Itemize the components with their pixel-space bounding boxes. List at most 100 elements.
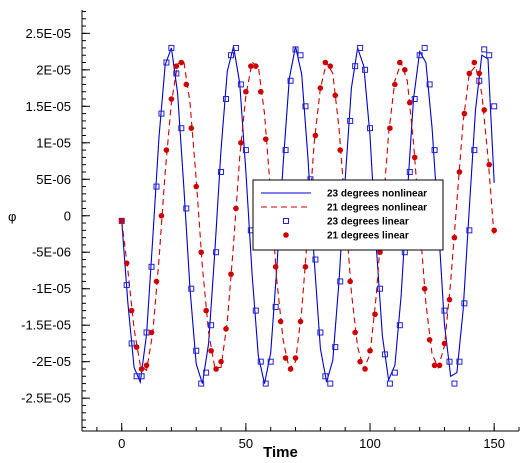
data-point [198, 249, 204, 256]
x-tick-label: 150 [483, 436, 505, 451]
legend-label: 21 degrees nonlinear [327, 203, 427, 214]
data-point [282, 147, 289, 154]
data-point [287, 77, 294, 84]
data-point [248, 63, 254, 69]
data-point [272, 264, 279, 270]
data-point [426, 336, 433, 343]
data-point [397, 59, 403, 66]
data-point [327, 63, 334, 69]
data-point [253, 63, 259, 69]
y-tick-label: -2E-05 [32, 354, 71, 369]
legend-box [252, 179, 444, 251]
data-point [237, 81, 244, 88]
data-point [198, 380, 205, 387]
series-3 [118, 44, 498, 387]
data-point [218, 168, 225, 175]
legend-entry: 21 degrees linear [283, 231, 409, 242]
data-point [297, 318, 304, 325]
data-point [456, 358, 463, 365]
data-point [377, 249, 383, 256]
data-point [282, 355, 289, 361]
data-point [228, 271, 234, 277]
data-point [401, 67, 408, 73]
data-point [203, 369, 210, 376]
data-point [257, 88, 264, 95]
data-point [168, 44, 175, 51]
y-tick-label: 1E-05 [36, 135, 71, 150]
legend-entry: 23 degrees linear [283, 217, 409, 228]
data-point [183, 81, 190, 88]
data-point [337, 278, 344, 285]
legend-label: 21 degrees linear [327, 231, 409, 242]
y-tick-label: -5E-06 [32, 245, 71, 260]
data-point [446, 296, 453, 303]
data-point [143, 362, 150, 369]
data-point [396, 322, 403, 329]
y-tick-label: 2.5E-05 [25, 26, 71, 41]
y-axis-title: φ [8, 209, 16, 224]
series-line [121, 46, 495, 385]
data-point [416, 52, 423, 59]
x-tick-label: 0 [118, 436, 125, 451]
data-point [292, 355, 299, 361]
data-point [153, 278, 160, 285]
data-point [262, 136, 269, 142]
data-point [322, 59, 329, 66]
data-point [223, 96, 230, 103]
data-point [232, 44, 239, 51]
data-point [471, 59, 478, 66]
data-point [426, 81, 433, 88]
data-point [471, 147, 478, 154]
data-point [277, 318, 284, 325]
data-point [406, 168, 413, 175]
data-point [178, 59, 185, 66]
data-point [188, 125, 195, 132]
data-point [118, 218, 125, 224]
data-point [367, 347, 373, 354]
data-point [163, 59, 170, 66]
data-point [461, 110, 468, 117]
data-point [267, 358, 274, 365]
data-point [302, 103, 309, 110]
data-point [238, 139, 244, 146]
y-tick-label: -1E-05 [32, 281, 71, 296]
series-1 [121, 46, 495, 385]
data-point [128, 307, 135, 314]
y-tick-label: 2E-05 [36, 62, 71, 77]
y-tick-label: 5E-06 [36, 172, 71, 187]
data-point [486, 161, 493, 168]
data-point [317, 329, 324, 336]
data-point [242, 147, 249, 154]
legend: 23 degrees nonlinear 21 degrees nonlinear… [252, 179, 444, 251]
legend-label: 23 degrees nonlinear [327, 189, 427, 200]
data-point [481, 107, 488, 113]
data-point [411, 96, 418, 103]
data-point [421, 44, 428, 51]
y-tick-label: 1.5E-05 [25, 99, 71, 114]
data-point [227, 52, 234, 59]
data-point [431, 147, 438, 154]
data-point [466, 227, 473, 234]
data-point [451, 234, 458, 241]
data-point [208, 347, 214, 354]
data-point [456, 169, 463, 175]
data-point [441, 307, 448, 314]
data-point [138, 366, 145, 372]
data-point [347, 278, 353, 285]
data-point [193, 183, 200, 190]
data-point [491, 103, 498, 110]
data-point [486, 52, 493, 59]
data-point [302, 264, 309, 270]
data-point [257, 358, 264, 365]
data-point [173, 63, 180, 69]
legend-entry: 21 degrees nonlinear [261, 203, 427, 214]
data-point [163, 147, 170, 153]
y-tick-label: 0 [64, 208, 71, 223]
data-point [376, 285, 383, 292]
x-axis-title: Time [263, 444, 298, 461]
data-point [168, 96, 175, 102]
data-point [332, 92, 339, 99]
data-point [352, 63, 359, 70]
legend-label: 23 degrees linear [327, 217, 409, 228]
data-point [203, 307, 209, 314]
